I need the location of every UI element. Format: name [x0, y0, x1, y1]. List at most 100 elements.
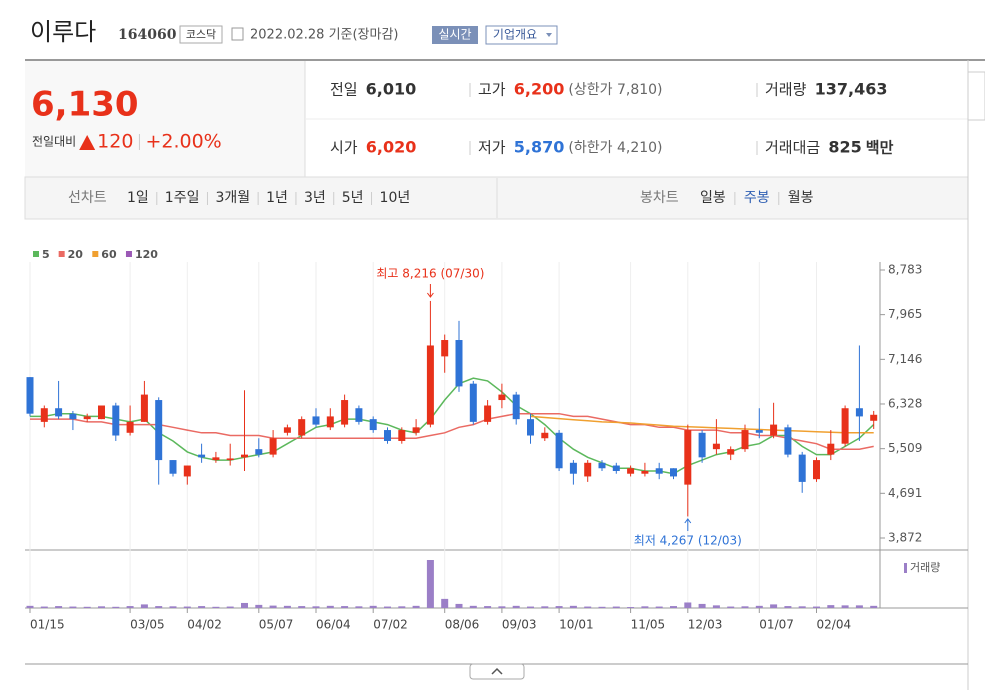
volume-bar [712, 605, 720, 608]
candle-body [612, 465, 620, 471]
volume-bar [212, 606, 220, 608]
realtime-label[interactable]: 실시간 [438, 28, 471, 42]
field-label: 거래량 [765, 81, 807, 99]
candle-body [727, 449, 735, 455]
volume-bar [255, 604, 263, 608]
tab[interactable]: 주봉 [744, 190, 770, 206]
candle-body [198, 454, 206, 458]
volume-bar [455, 603, 463, 608]
y-tick-label: 3,872 [888, 531, 922, 545]
candle-body [298, 419, 306, 436]
field-label: 시가 [330, 139, 358, 157]
candle-body [569, 462, 577, 474]
tab[interactable]: 10년 [380, 190, 411, 206]
annotation-arrow [684, 518, 692, 524]
volume-bar [298, 606, 306, 608]
tab[interactable]: 5년 [342, 190, 364, 206]
volume-bar [813, 606, 820, 608]
field-value: 5,870 [514, 138, 565, 157]
candle-body [155, 400, 163, 461]
field-label: 전일 [330, 81, 358, 99]
x-tick-label: 01/15 [30, 618, 65, 632]
volume-bar [512, 605, 520, 608]
company-info-label[interactable]: 기업개요 [493, 28, 537, 42]
y-tick-label: 7,965 [888, 307, 922, 321]
candle-body [798, 454, 806, 482]
annotation: 최고 8,216 (07/30) [376, 267, 484, 281]
tab[interactable]: 1주일 [165, 190, 200, 206]
candle-body [841, 408, 849, 444]
legend-label: 60 [101, 248, 117, 261]
price-panel [25, 61, 305, 177]
volume-bar [126, 606, 134, 608]
volume-bar [641, 606, 649, 608]
volume-bar [555, 606, 563, 608]
volume-legend: 거래량 [910, 561, 940, 574]
calendar-icon [231, 27, 244, 41]
legend-label: 120 [135, 248, 158, 261]
tab[interactable]: 1년 [266, 190, 288, 206]
tab[interactable]: 일봉 [700, 190, 726, 206]
candle-body [169, 460, 177, 474]
tab[interactable]: 1일 [127, 190, 149, 206]
candle-body [541, 432, 549, 439]
volume-bar [841, 605, 849, 608]
tab[interactable]: 월봉 [788, 190, 814, 206]
x-tick-label: 04/02 [187, 618, 222, 632]
tab-group-label: 봉차트 [640, 190, 679, 206]
volume-bar [140, 604, 148, 608]
volume-bar [341, 606, 349, 608]
volume-bar [183, 606, 191, 608]
volume-bar [770, 604, 778, 608]
candle-body [255, 449, 263, 455]
candle-body [698, 432, 706, 458]
candle-body [455, 340, 463, 387]
side-panel [967, 71, 985, 121]
volume-bar [55, 606, 63, 608]
candle-body [784, 427, 792, 455]
y-tick-label: 8,783 [888, 263, 922, 277]
x-tick-label: 02/04 [817, 618, 852, 632]
dropdown-icon [546, 33, 552, 37]
realtime-badge[interactable] [432, 26, 478, 44]
candle-body [226, 458, 234, 461]
candle-body [426, 345, 434, 425]
volume-bar [527, 606, 534, 608]
field-value: 6,020 [366, 138, 417, 157]
volume-bar [741, 606, 749, 608]
moving-average-line [530, 415, 874, 434]
candle-body [26, 377, 34, 414]
candle-body [183, 465, 191, 477]
candle-body [584, 462, 592, 477]
volume-bar [83, 606, 91, 608]
candle-body [827, 443, 835, 455]
volume-bar [241, 602, 248, 608]
volume-bar [269, 605, 277, 608]
candle-body [40, 408, 48, 422]
volume-bar [827, 605, 835, 608]
legend-label: 5 [42, 248, 50, 261]
company-info-button[interactable] [485, 25, 558, 45]
candle-body [484, 405, 492, 422]
field-value: 6,010 [366, 80, 417, 99]
tab[interactable]: 3개월 [215, 190, 250, 206]
candle-body [83, 416, 91, 420]
legend-swatch [33, 251, 39, 257]
volume-bar [355, 606, 363, 608]
y-tick-label: 5,509 [888, 441, 922, 455]
collapse-button[interactable] [469, 663, 525, 680]
candle-body [341, 400, 349, 425]
candle-body [598, 462, 606, 469]
legend-swatch [904, 563, 907, 573]
candle-body [712, 443, 720, 450]
candle-body [441, 340, 449, 357]
volume-bar [412, 605, 420, 608]
candle-body [55, 408, 63, 417]
field-unit: 백만 [866, 139, 894, 157]
change-label: 전일대비 [32, 135, 76, 149]
x-tick-label: 07/02 [373, 618, 408, 632]
stock-code: 164060 [118, 27, 177, 43]
tab[interactable]: 3년 [304, 190, 326, 206]
volume-bar [612, 606, 620, 608]
current-price: 6,130 [31, 85, 139, 125]
